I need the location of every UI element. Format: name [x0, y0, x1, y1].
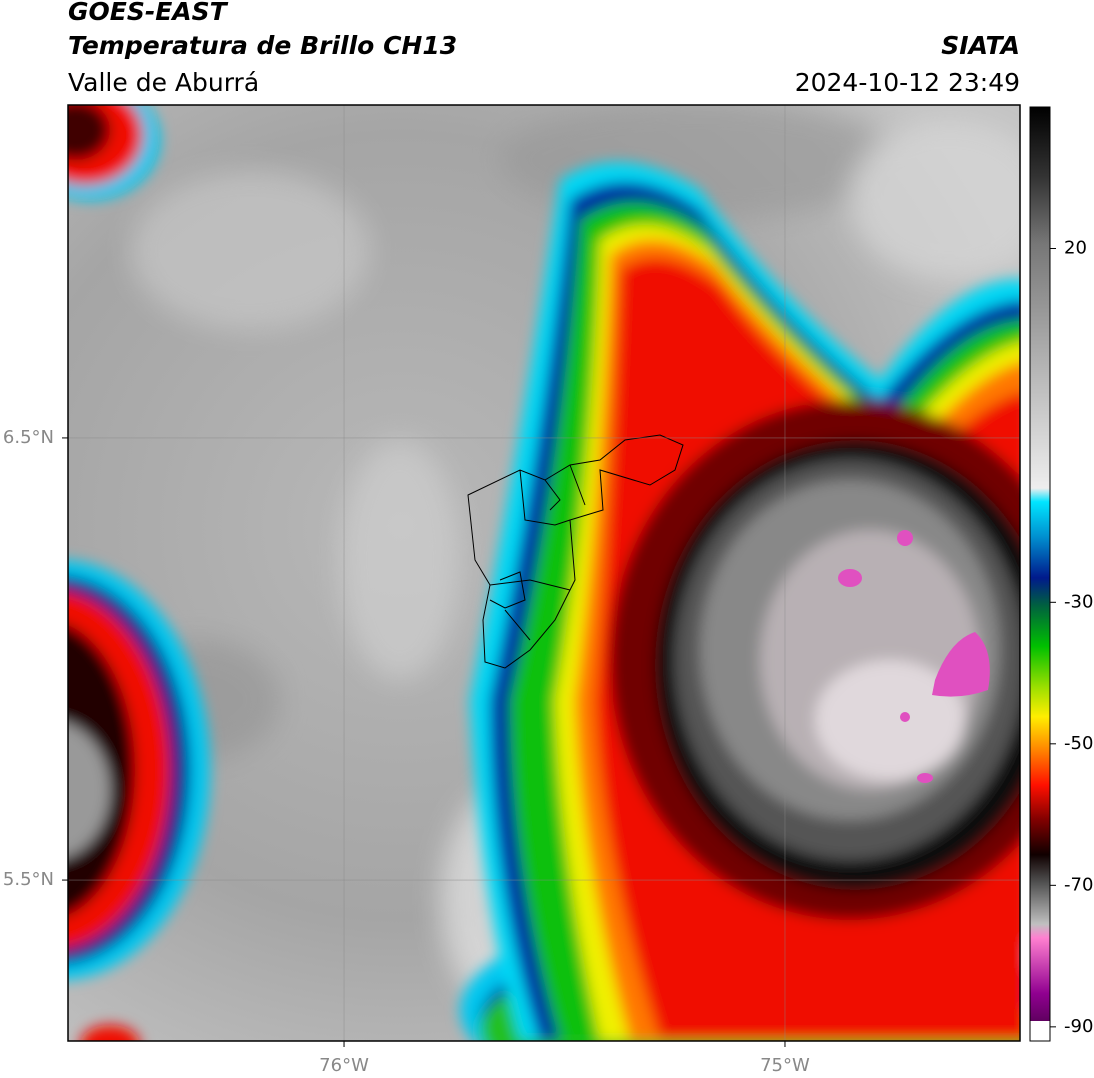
colorbar-tick-label: 20	[1064, 238, 1087, 259]
colorbar-tick-label: -50	[1064, 733, 1093, 754]
grid	[68, 105, 1020, 1041]
colorbar-gradient	[1030, 107, 1050, 1021]
colorbar-frame	[1029, 106, 1051, 1042]
map-image	[68, 105, 1020, 1041]
colorbar-tick-label: -90	[1064, 1016, 1093, 1037]
x-tick-label: 75°W	[760, 1055, 810, 1076]
datetime: 2024-10-12 23:49	[795, 68, 1020, 97]
colorbar-under	[1030, 1021, 1050, 1041]
product: Temperatura de Brillo CH13	[68, 31, 457, 60]
y-tick-label: 5.5°N	[3, 869, 54, 890]
region: Valle de Aburrá	[68, 68, 259, 97]
satellite: GOES-EAST	[68, 0, 229, 26]
colorbar-tick-label: -30	[1064, 591, 1093, 612]
agency: SIATA	[941, 31, 1020, 60]
colorbar-tick-label: -70	[1064, 874, 1093, 895]
y-tick-label: 6.5°N	[3, 427, 54, 448]
map-frame	[67, 104, 1021, 1042]
x-tick-label: 76°W	[319, 1055, 369, 1076]
